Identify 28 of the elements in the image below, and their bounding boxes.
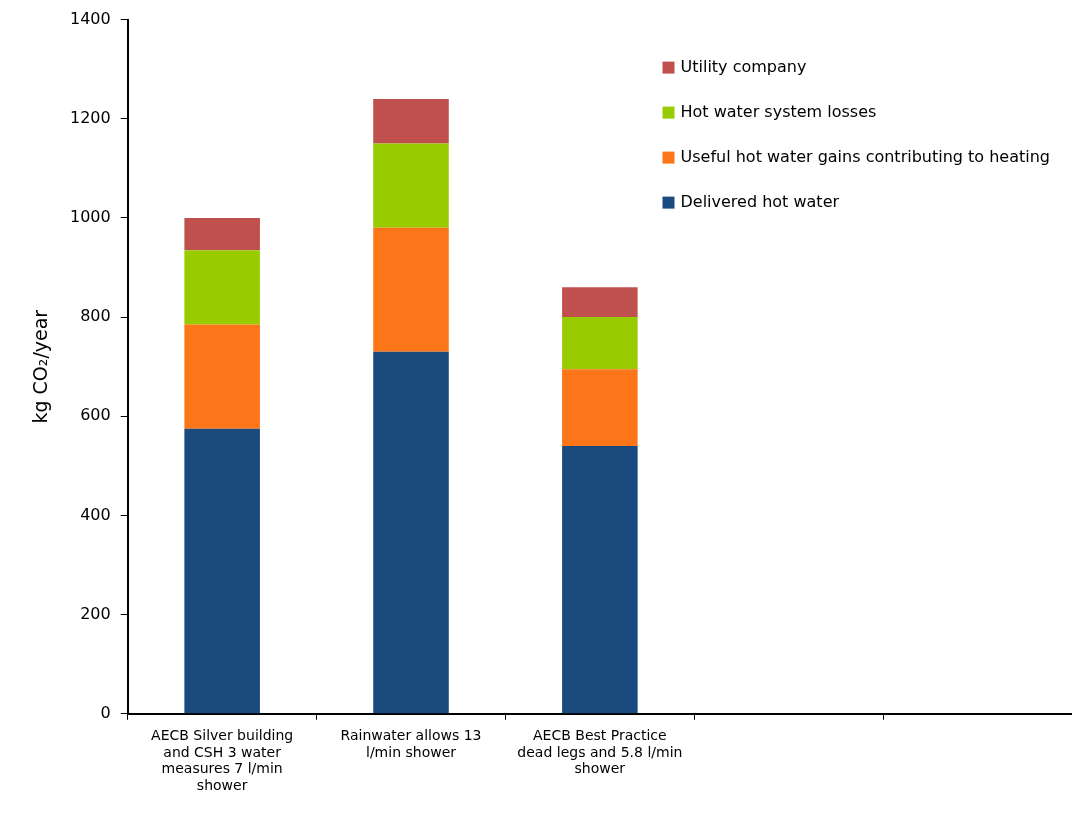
x-tick-label: AECB Best Practice dead legs and 5.8 l/min shower bbox=[517, 726, 683, 777]
bar bbox=[184, 250, 260, 325]
bar bbox=[184, 324, 260, 429]
legend-label: Utility company bbox=[680, 56, 807, 76]
y-tick-label: 200 bbox=[80, 603, 111, 623]
legend-label: Delivered hot water bbox=[680, 191, 840, 211]
x-tick-label: AECB Silver building and CSH 3 water measures 7 l/min shower bbox=[151, 726, 294, 794]
legend-label: Hot water system losses bbox=[680, 101, 877, 121]
bar bbox=[373, 351, 449, 714]
bar bbox=[562, 317, 638, 370]
bar bbox=[562, 287, 638, 318]
y-axis-title: kg CO₂/year bbox=[28, 309, 51, 424]
bar bbox=[184, 428, 260, 714]
y-tick-label: 800 bbox=[80, 306, 111, 326]
y-tick-label: 600 bbox=[80, 405, 111, 425]
y-tick-label: 1000 bbox=[70, 207, 111, 227]
bar bbox=[562, 446, 638, 714]
bar bbox=[373, 98, 449, 144]
y-tick-label: 400 bbox=[80, 504, 111, 524]
bar bbox=[373, 227, 449, 352]
bar bbox=[184, 217, 260, 251]
y-tick-label: 1400 bbox=[70, 8, 111, 28]
y-tick-label: 1200 bbox=[70, 107, 111, 127]
bar bbox=[373, 143, 449, 228]
legend-label: Useful hot water gains contributing to heating bbox=[680, 146, 1050, 166]
y-tick-label: 0 bbox=[100, 702, 111, 722]
x-tick-label: Rainwater allows 13 l/min shower bbox=[340, 726, 482, 760]
bar bbox=[562, 369, 638, 447]
